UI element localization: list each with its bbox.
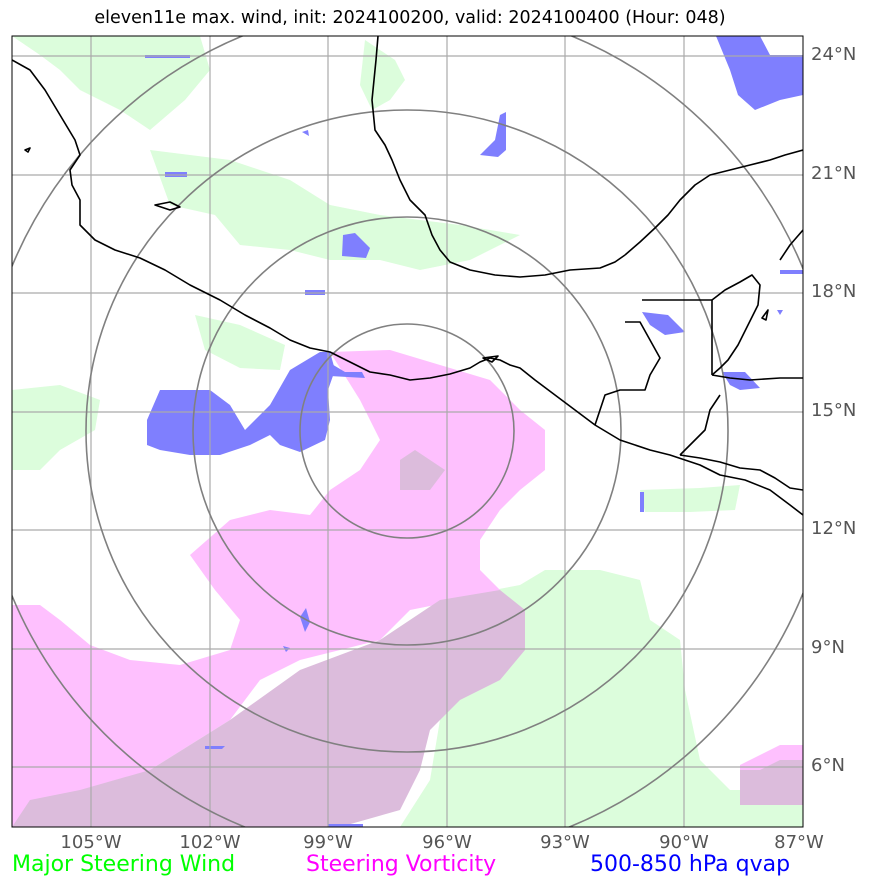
lat-label-6n: 6°N (811, 755, 845, 776)
lat-label-12n: 12°N (811, 518, 857, 539)
legend-steering-wind: Major Steering Wind (12, 852, 236, 877)
lat-label-9n: 9°N (811, 637, 845, 658)
lon-label-105w: 105°W (60, 832, 122, 853)
lat-label-24n: 24°N (811, 44, 857, 65)
legend-steering-vorticity: Steering Vorticity (306, 852, 497, 877)
qvap-areas (145, 36, 803, 827)
legend-qvap: 500-850 hPa qvap (590, 852, 791, 877)
lon-label-102w: 102°W (179, 832, 241, 853)
lon-label-93w: 93°W (540, 832, 590, 853)
lon-label-90w: 90°W (659, 832, 709, 853)
map-frame (11, 35, 804, 828)
lon-label-99w: 99°W (303, 832, 353, 853)
lon-label-87w: 87°W (774, 832, 824, 853)
lon-label-96w: 96°W (422, 832, 472, 853)
range-rings (12, 36, 803, 827)
lat-label-18n: 18°N (811, 281, 857, 302)
coastlines (12, 36, 803, 516)
map-title: eleven11e max. wind, init: 2024100200, v… (94, 8, 726, 28)
lat-label-21n: 21°N (811, 163, 857, 184)
lat-lon-grid (12, 36, 803, 827)
lat-label-15n: 15°N (811, 400, 857, 421)
